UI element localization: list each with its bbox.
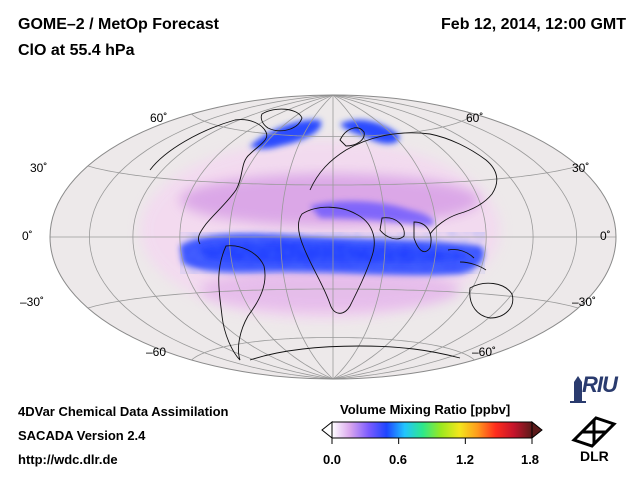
world-map: 60˚ 30˚ 0˚ –30˚ –60 60˚ 30˚ 0˚ –30˚ –60˚: [20, 94, 617, 380]
clo-arctic-patch-east: [340, 119, 400, 144]
map-border: [49, 94, 617, 380]
graticule-meridian: [132, 95, 334, 379]
colorbar-tick-label: 1.8: [520, 452, 540, 467]
lat-label-right-m30: –30˚: [572, 295, 596, 309]
colorbar-high-arrow: [531, 420, 543, 440]
graticule-meridian: [88, 95, 334, 379]
coast-india: [413, 221, 432, 252]
colorbar-gradient: [331, 421, 533, 439]
graticule-meridian: [332, 95, 386, 379]
riu-emblem-icon: [570, 376, 586, 403]
coast-scandinavia: [339, 127, 365, 147]
clo-field: [140, 119, 500, 320]
lat-label-left-60: 60˚: [150, 111, 167, 125]
colorbar-tick-label: 0.6: [388, 452, 408, 467]
colorbar-title: Volume Mixing Ratio [ppbv]: [340, 402, 511, 417]
lat-label-right-m60: –60˚: [472, 345, 496, 359]
lat-label-left-0: 0˚: [22, 229, 33, 243]
coast-south-america: [218, 245, 266, 361]
map-subtitle: ClO at 55.4 hPa: [18, 42, 135, 59]
riu-logo-text: RIU: [582, 372, 618, 397]
lat-label-right-60: 60˚: [466, 111, 483, 125]
clo-texture: [180, 232, 485, 274]
graticule-meridian: [332, 95, 487, 379]
coast-australia: [469, 282, 514, 319]
colorbar-tick-label: 0.0: [322, 452, 342, 467]
riu-logo: RIU: [568, 372, 628, 406]
clo-north-streak: [310, 201, 434, 226]
footer-link[interactable]: http://wdc.dlr.de: [18, 452, 118, 467]
footer-version: SACADA Version 2.4: [18, 428, 146, 443]
graticule-meridian: [228, 95, 334, 379]
lat-label-left-30: 30˚: [30, 161, 47, 175]
lat-labels: 60˚ 30˚ 0˚ –30˚ –60 60˚ 30˚ 0˚ –30˚ –60˚: [20, 111, 611, 359]
coast-africa: [297, 206, 375, 314]
lat-label-right-0: 0˚: [600, 229, 611, 243]
colorbar-tick-label: 1.2: [455, 452, 475, 467]
lat-label-left-m60: –60: [146, 345, 166, 359]
clo-arctic-patch-west: [250, 119, 322, 149]
colorbar-ticks: [331, 438, 533, 444]
coast-arabia: [379, 217, 405, 240]
forecast-date: Feb 12, 2014, 12:00 GMT: [441, 16, 626, 33]
graticule-meridian: [280, 95, 334, 379]
coast-indonesia: [447, 249, 487, 271]
coast-greenland: [260, 108, 303, 132]
graticule-meridian: [332, 95, 578, 379]
lat-label-left-m30: –30˚: [20, 295, 44, 309]
graticule: [50, 95, 616, 379]
graticule-meridian: [332, 95, 534, 379]
lat-label-right-30: 30˚: [572, 161, 589, 175]
dlr-logo-text: DLR: [580, 448, 609, 464]
graticule-meridian: [179, 95, 334, 379]
colorbar: [321, 420, 543, 444]
colorbar-low-arrow: [321, 420, 333, 440]
coastlines: [149, 108, 514, 361]
coast-antarctica: [249, 345, 461, 361]
footer-method: 4DVar Chemical Data Assimilation: [18, 404, 229, 419]
coast-north-america: [149, 119, 268, 245]
map-title: GOME–2 / MetOp Forecast: [18, 16, 219, 33]
dlr-emblem-icon: [571, 416, 617, 448]
dlr-logo: DLR: [562, 414, 628, 468]
coast-eurasia: [309, 132, 498, 235]
